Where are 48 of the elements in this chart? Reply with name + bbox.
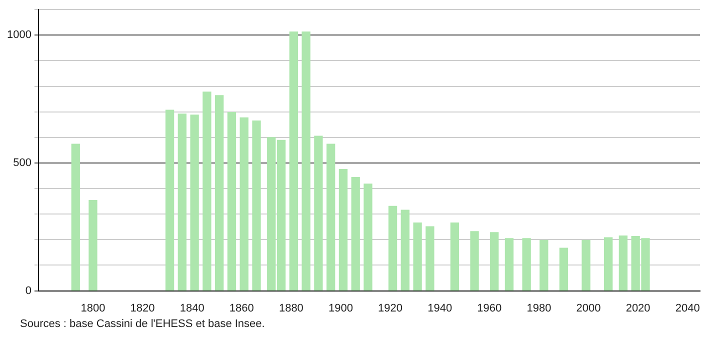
bar: [540, 240, 548, 291]
y-tick-label: 500: [13, 157, 32, 170]
bar: [289, 32, 298, 291]
bar: [426, 226, 434, 291]
bar: [302, 32, 310, 291]
source-note: Sources : base Cassini de l'EHESS et base Insee.: [20, 318, 266, 330]
x-tick-label: 1960: [477, 302, 502, 314]
x-tick-label: 1920: [378, 302, 403, 314]
x-tick-label: 1980: [526, 302, 552, 314]
bar: [314, 136, 323, 291]
bar: [400, 210, 410, 291]
bar: [490, 232, 499, 291]
bar: [388, 206, 398, 291]
bar: [178, 114, 187, 291]
bar: [338, 169, 348, 291]
x-tick-label: 1860: [229, 302, 254, 314]
y-tick-label: 1000: [6, 29, 32, 42]
x-tick-label: 1940: [428, 302, 452, 314]
bar: [227, 112, 236, 291]
x-tick-label: 1800: [80, 302, 106, 314]
bar: [88, 200, 98, 291]
y-tick-label: 0: [25, 284, 32, 297]
bar: [559, 248, 568, 291]
bar: [364, 184, 372, 291]
bar: [240, 117, 248, 291]
bar: [522, 238, 531, 291]
bar: [326, 144, 336, 291]
x-tick-label: 2000: [576, 302, 601, 314]
x-tick-label: 1900: [328, 302, 353, 314]
x-tick-label: 2020: [626, 302, 650, 314]
bar: [71, 144, 80, 291]
x-tick-label: 1840: [180, 302, 204, 314]
bar: [413, 222, 422, 291]
bar: [215, 95, 224, 291]
x-tick-label: 2040: [675, 302, 700, 314]
bar: [604, 237, 613, 291]
bar: [190, 114, 199, 291]
bar: [618, 236, 628, 291]
bar: [165, 110, 174, 291]
bar: [252, 120, 261, 291]
bar: [450, 222, 460, 291]
bar: [582, 240, 590, 291]
bar: [504, 238, 514, 291]
x-tick-label: 1880: [278, 302, 304, 314]
bar: [351, 176, 360, 291]
bar: [470, 231, 479, 291]
x-tick-label: 1820: [130, 302, 155, 314]
bar: [202, 92, 212, 291]
